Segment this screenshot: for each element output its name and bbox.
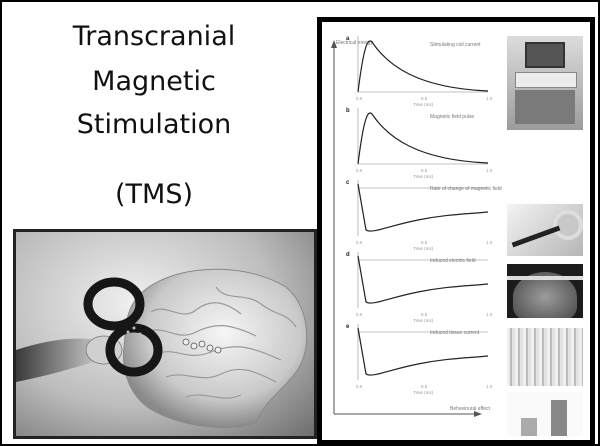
time-tick: 0.5 xyxy=(421,240,428,245)
time-axis-label: Time (ms) xyxy=(413,390,434,395)
energy-axis-label: Electrical energy xyxy=(336,40,373,46)
panel-letter: a xyxy=(346,36,350,42)
time-tick: 1.0 xyxy=(486,384,493,389)
time-tick: 0.0 xyxy=(356,312,363,317)
panel-caption: Magnetic field pulse xyxy=(430,114,474,120)
time-tick: 1.0 xyxy=(486,168,493,173)
waveform-curve xyxy=(357,112,489,165)
time-axis-label: Time (ms) xyxy=(413,174,434,179)
panel-letter: e xyxy=(346,324,350,330)
mri-brain-image xyxy=(507,264,583,318)
time-axis-label: Time (ms) xyxy=(413,246,434,251)
figure-svg: Electrical energy Behavioural effect a St… xyxy=(331,36,502,417)
time-tick: 0.5 xyxy=(421,384,428,389)
waveform-panel-d: d Induced electric field 0.0 0.5 1.0 Time (ms… xyxy=(346,252,493,323)
behaviour-label: Behavioural effect xyxy=(450,406,491,412)
panel-caption: Induced tissue current xyxy=(430,330,480,336)
neuron-tissue-image xyxy=(507,328,583,386)
time-tick: 0.0 xyxy=(356,384,363,389)
stimulator-machine-image xyxy=(507,36,583,130)
time-tick: 0.0 xyxy=(356,96,363,101)
waveform-panel-c: c Rate of change of magnetic field 0.0 0.5 1… xyxy=(346,180,502,251)
waveform-panel-b: b Magnetic field pulse 0.0 0.5 1.0 Time (ms) xyxy=(346,108,493,179)
behaviour-bar-image xyxy=(507,392,583,436)
waveform-curve xyxy=(357,40,489,93)
time-tick: 1.0 xyxy=(486,240,493,245)
time-tick: 0.0 xyxy=(356,168,363,173)
tms-photo xyxy=(13,229,317,439)
time-axis-label: Time (ms) xyxy=(413,318,434,323)
time-axis-label: Time (ms) xyxy=(413,102,434,107)
coil-image xyxy=(507,204,583,256)
panel-caption: Induced electric field xyxy=(430,258,476,264)
title-line-3: Stimulation xyxy=(76,109,232,140)
time-tick: 0.0 xyxy=(356,240,363,245)
waveform-curve xyxy=(357,183,489,232)
time-tick: 0.5 xyxy=(421,96,428,101)
arm-shape xyxy=(16,338,108,382)
panel-letter: d xyxy=(346,252,350,258)
title-line-4: (TMS) xyxy=(115,179,193,210)
tms-physics-figure: Electrical energy Behavioural effect a St… xyxy=(317,17,595,445)
title-line-2: Magnetic xyxy=(92,66,216,97)
waveform-panel-e: e Induced tissue current 0.0 0.5 1.0 Time (ms… xyxy=(346,324,493,395)
time-tick: 0.5 xyxy=(421,168,428,173)
tms-illustration xyxy=(16,268,308,428)
waveform-panel-a: a Stimulating coil current 0.0 0.5 1.0 Time (… xyxy=(346,36,493,107)
panel-caption: Rate of change of magnetic field xyxy=(430,186,502,192)
panel-letter: c xyxy=(346,180,350,186)
time-tick: 1.0 xyxy=(486,312,493,317)
panel-caption: Stimulating coil current xyxy=(430,42,481,48)
time-tick: 1.0 xyxy=(486,96,493,101)
title-line-1: Transcranial xyxy=(72,21,236,52)
time-tick: 0.5 xyxy=(421,312,428,317)
panel-letter: b xyxy=(346,108,350,114)
waveform-curve xyxy=(357,255,489,304)
waveform-curve xyxy=(357,327,489,376)
